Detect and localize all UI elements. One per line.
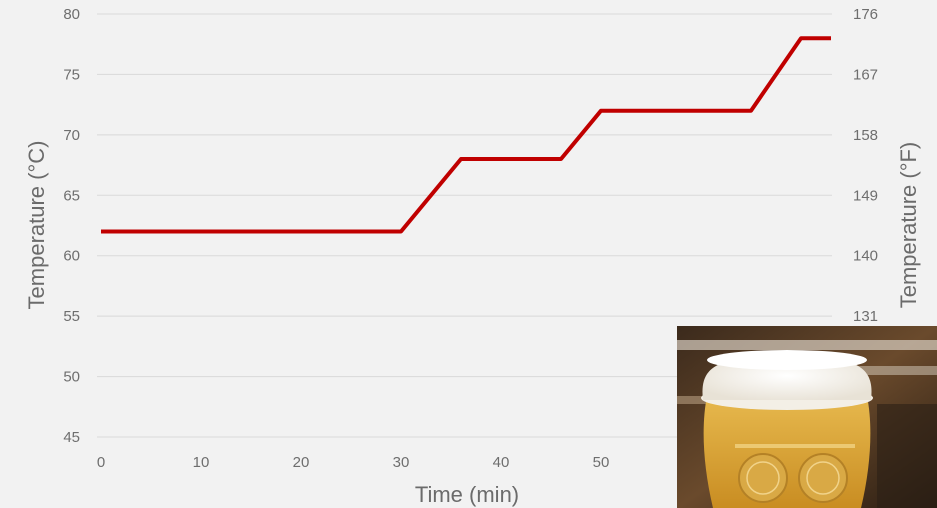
x-tick-label: 10	[193, 454, 210, 471]
y2-tick-label: 176	[853, 6, 878, 23]
x-axis-title: Time (min)	[415, 482, 519, 507]
y-tick-label: 65	[63, 187, 80, 204]
x-tick-label: 40	[493, 454, 510, 471]
y-tick-label: 80	[63, 6, 80, 23]
y-axis-title: Temperature (°C)	[24, 141, 49, 310]
y2-axis-title: Temperature (°F)	[896, 142, 921, 309]
y2-tick-label: 158	[853, 127, 878, 144]
temperature-series-line	[101, 36, 831, 234]
y-tick-label: 60	[63, 248, 80, 265]
y-tick-label: 70	[63, 127, 80, 144]
x-tick-label: 30	[393, 454, 410, 471]
x-tick-label: 20	[293, 454, 310, 471]
x-tick-label: 0	[97, 454, 105, 471]
y-tick-label: 50	[63, 369, 80, 386]
y-tick-label: 45	[63, 429, 80, 446]
y-tick-label: 75	[63, 66, 80, 83]
y2-tick-label: 167	[853, 66, 878, 83]
y2-tick-label: 149	[853, 187, 878, 204]
x-tick-label: 50	[593, 454, 610, 471]
beer-glass-photo	[677, 326, 937, 508]
y2-tick-label: 140	[853, 248, 878, 265]
y-tick-label: 55	[63, 308, 80, 325]
y2-tick-label: 131	[853, 308, 878, 325]
